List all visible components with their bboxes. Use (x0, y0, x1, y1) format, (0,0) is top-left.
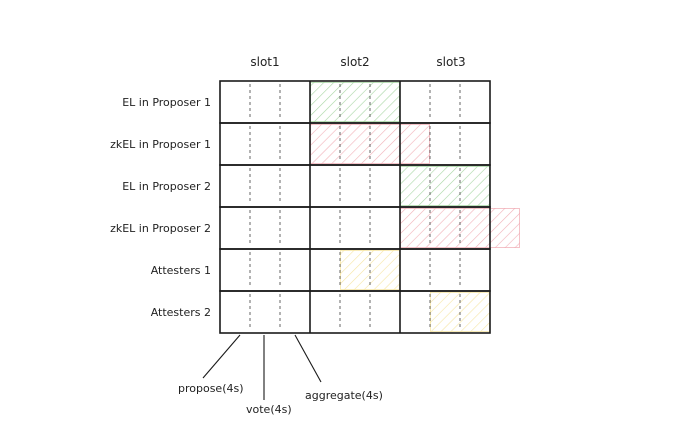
phase-leader-line (294, 334, 322, 383)
text-layer: slot1 slot2 slot3 EL in Proposer 1 zkEL in P… (110, 55, 466, 416)
highlight-green-2 (400, 166, 490, 206)
slot-label: slot2 (340, 55, 369, 69)
grid-layer (219, 80, 491, 334)
row-label: zkEL in Proposer 1 (110, 138, 211, 151)
row-label: zkEL in Proposer 2 (110, 222, 211, 235)
phase-label: aggregate(4s) (305, 389, 383, 402)
slot-label: slot1 (250, 55, 279, 69)
phase-label: propose(4s) (178, 382, 244, 395)
row-label: EL in Proposer 2 (122, 180, 211, 193)
slot-label: slot3 (436, 55, 465, 69)
highlight-green-0 (310, 82, 400, 122)
row-border-5 (219, 290, 491, 334)
row-label: Attesters 2 (151, 306, 211, 319)
phase-label: vote(4s) (246, 403, 292, 416)
row-label: Attesters 1 (151, 264, 211, 277)
highlight-layer (310, 82, 520, 332)
row-label: EL in Proposer 1 (122, 96, 211, 109)
phase-leader-line (202, 334, 241, 379)
